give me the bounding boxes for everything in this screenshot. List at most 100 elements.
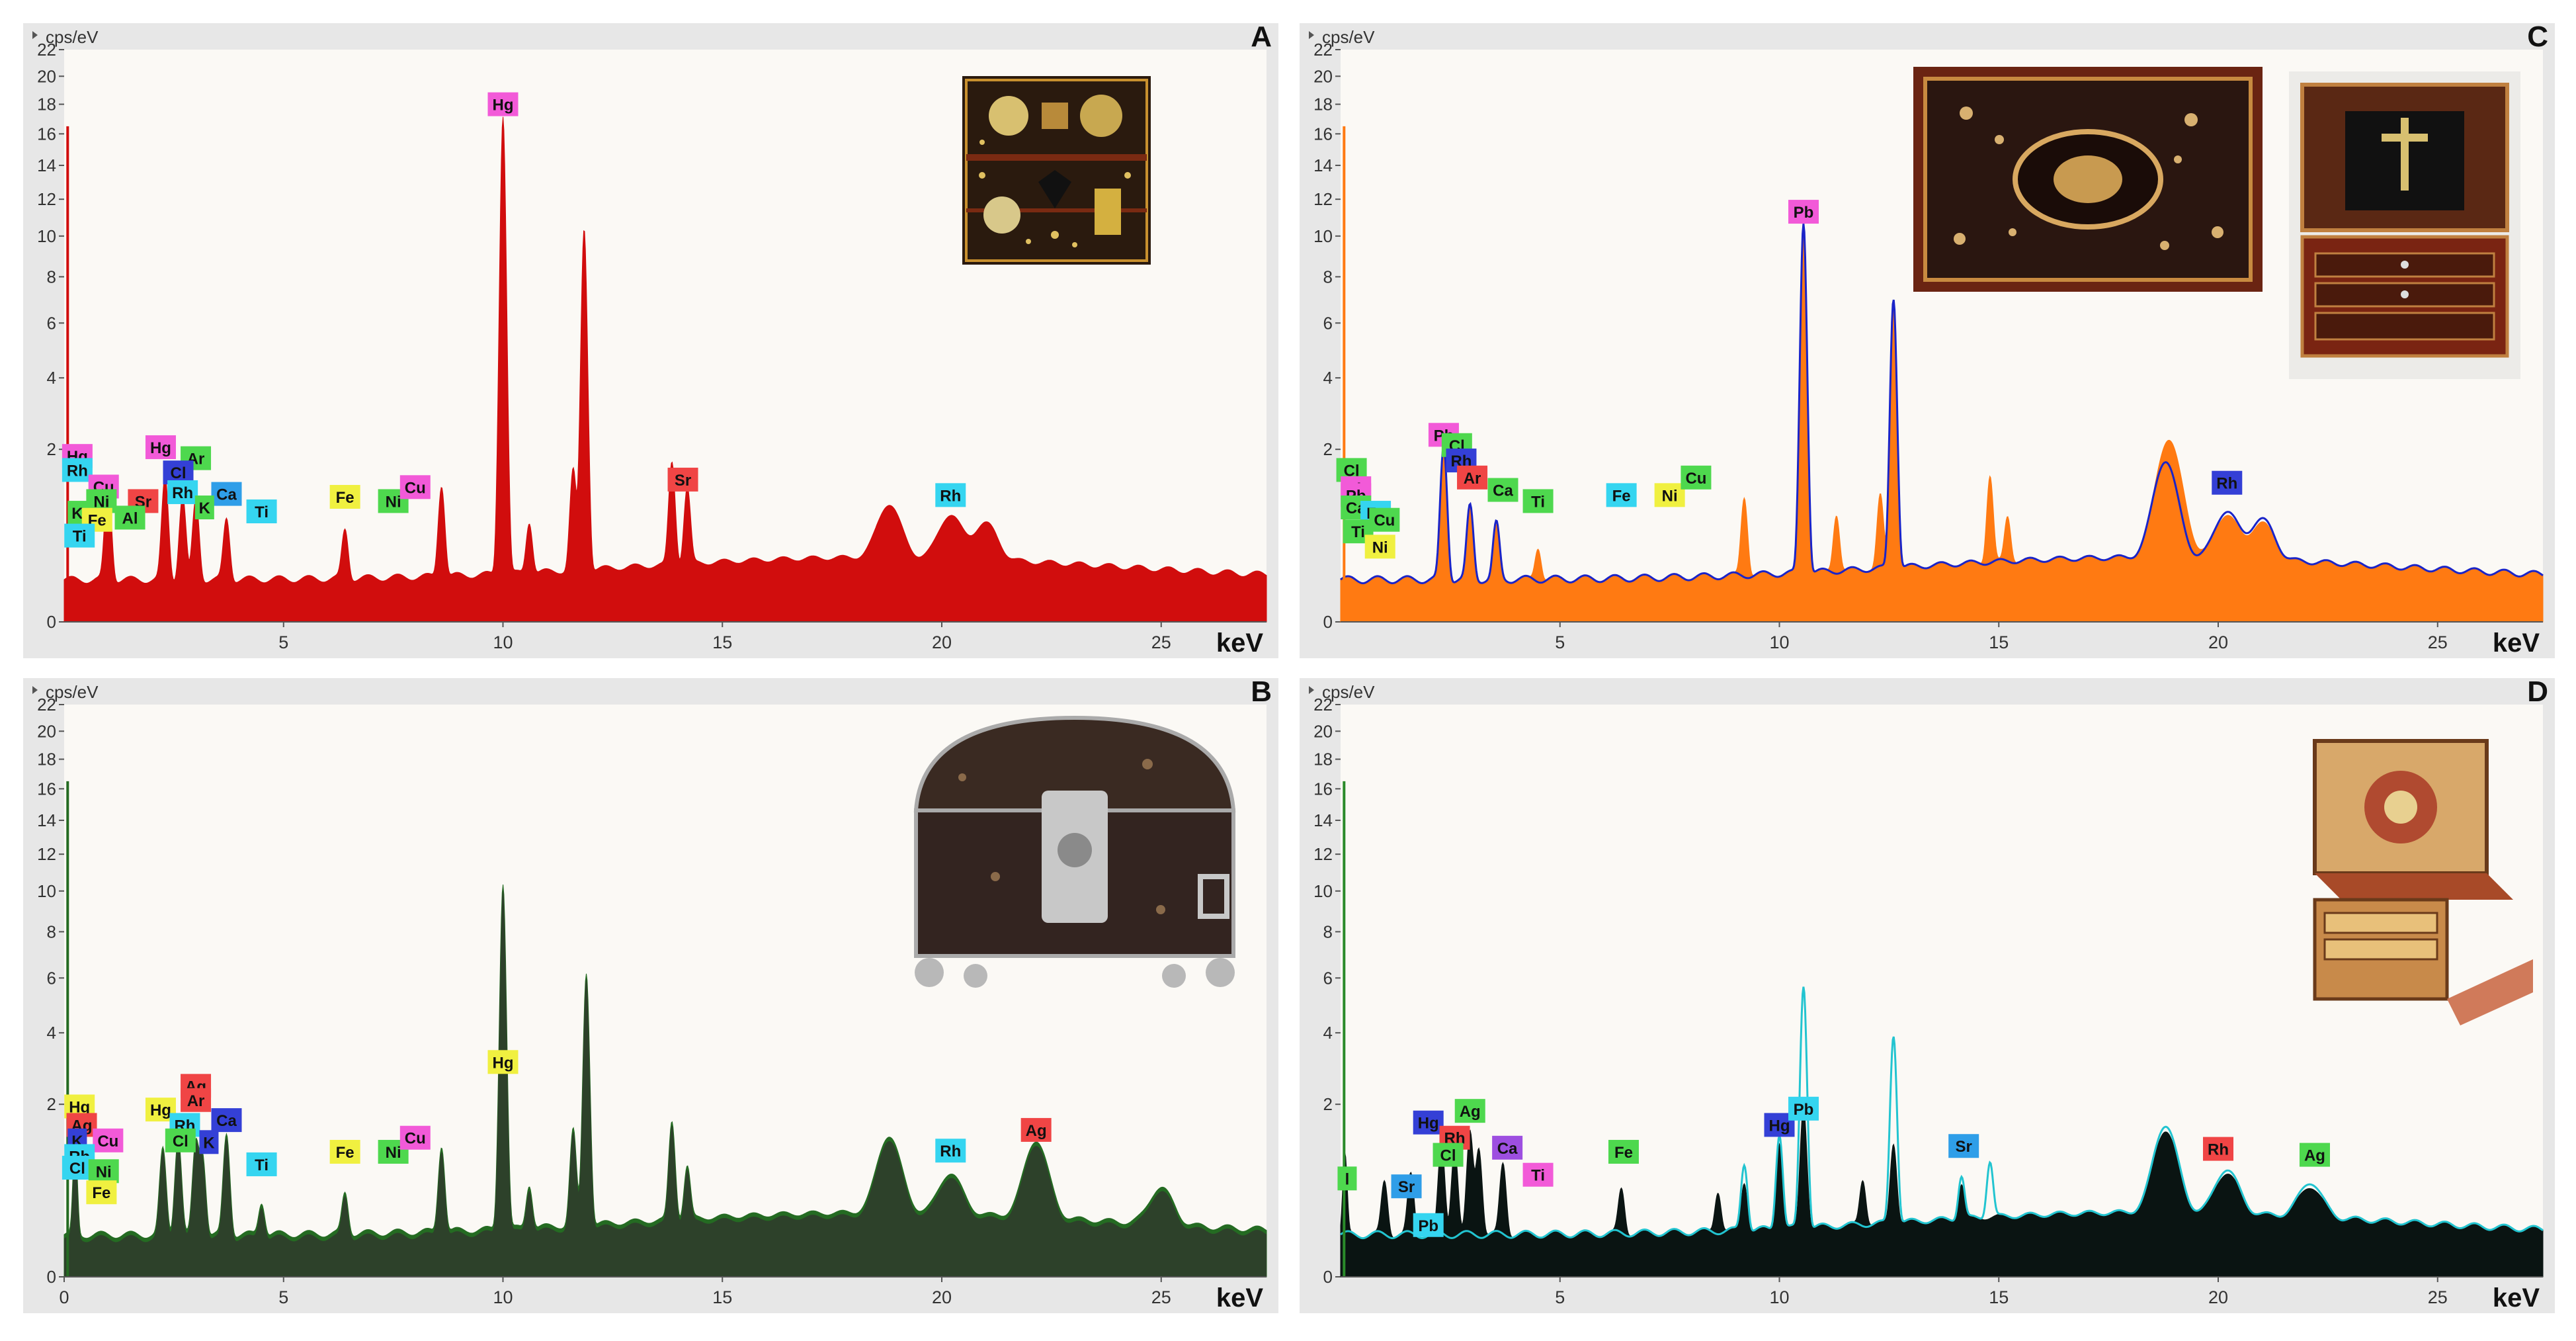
element-label-box [1454, 1099, 1485, 1123]
y-tick-label: 8 [1323, 267, 1333, 286]
element-label: Rh [172, 484, 193, 502]
x-tick-label: 0 [59, 1287, 69, 1307]
element-label: Rh [67, 462, 88, 480]
element-label-box [1413, 1213, 1444, 1237]
element-label: K [203, 1134, 215, 1152]
element-label: Pb [1794, 1101, 1814, 1119]
panel-b: cps/eV 0 2 4 6 8 10 12 14 16 18 20 22 0 5 10 15 20 25 keV Hg… [23, 675, 1278, 1313]
y-tick-label: 20 [37, 66, 56, 86]
element-label-box [667, 467, 698, 492]
element-label: Rh [940, 1143, 961, 1160]
element-label: Ni [1372, 539, 1388, 556]
x-tick-label: 20 [932, 632, 952, 652]
element-label-box [1369, 507, 1400, 532]
x-tick-label: 10 [1769, 632, 1789, 652]
element-label-box [114, 505, 145, 530]
element-label: Fe [336, 489, 354, 507]
element-label-box [1020, 1117, 1052, 1142]
element-label: Ca [1497, 1140, 1518, 1158]
panel-letter-d: D [2527, 675, 2548, 708]
x-tick-label: 15 [1989, 1287, 2009, 1307]
y-tick-label: 12 [37, 844, 56, 864]
element-label-box [2203, 1137, 2234, 1161]
x-tick-label: 15 [1989, 632, 2009, 652]
y-tick-label: 22 [37, 40, 56, 60]
element-label: Ni [96, 1163, 112, 1181]
element-label: Hg [493, 97, 514, 114]
element-label-box [194, 496, 214, 519]
y-tick-label: 2 [47, 439, 56, 459]
y-tick-label: 22 [37, 695, 56, 714]
y-tick-label: 8 [1323, 922, 1333, 941]
element-label-box [62, 458, 93, 482]
element-label: Ca [1493, 482, 1513, 500]
element-label-box [487, 1050, 519, 1074]
element-label-box [2299, 1143, 2330, 1167]
element-label-box [399, 475, 431, 499]
element-label: Ni [386, 1144, 401, 1162]
element-label: Ti [1351, 523, 1365, 541]
element-label-box [1391, 1174, 1422, 1199]
y-tick-label: 18 [37, 95, 56, 114]
y-tick-label: 14 [1313, 810, 1333, 830]
x-tick-label: 25 [2428, 632, 2448, 652]
y-tick-label: 12 [37, 189, 56, 209]
element-label: Ag [1026, 1122, 1047, 1140]
element-label-box [935, 483, 966, 507]
y-tick-label: 20 [1313, 721, 1333, 741]
x-tick-label: 10 [493, 1287, 513, 1307]
expand-arrow-icon [1309, 686, 1314, 694]
element-label-box [93, 1128, 124, 1152]
spectrum-dark-fill [64, 888, 1267, 1277]
element-label: Cl [173, 1133, 188, 1150]
panel-letter-a: A [1251, 21, 1272, 53]
x-tick-label: 5 [278, 632, 288, 652]
element-label: Ag [2304, 1147, 2325, 1165]
y-tick-label: 16 [1313, 124, 1333, 144]
y-tick-label: 4 [1323, 1023, 1333, 1043]
element-label: Ag [1460, 1103, 1481, 1121]
element-label-box [167, 480, 198, 504]
x-tick-label: 5 [1555, 632, 1565, 652]
y-tick-label: 6 [47, 313, 56, 333]
x-tick-label: 10 [1769, 1287, 1789, 1307]
element-label: Ni [386, 493, 401, 511]
element-label: Fe [336, 1144, 354, 1162]
y-tick-label: 22 [1313, 40, 1333, 60]
element-label-box [181, 1088, 212, 1112]
element-label: Ti [73, 528, 87, 546]
element-label: Cu [405, 479, 426, 497]
element-label-box [211, 1108, 242, 1133]
element-label: Rh [940, 487, 961, 505]
element-label: Pb [1794, 204, 1814, 222]
y-tick-label: 0 [47, 1267, 56, 1287]
y-tick-label: 10 [37, 226, 56, 246]
element-label-box [86, 1180, 117, 1205]
element-label-box [329, 485, 360, 509]
element-label: Al [122, 509, 138, 527]
element-label-box [211, 482, 242, 506]
element-label-box [1522, 489, 1554, 513]
y-tick-label: 12 [1313, 844, 1333, 864]
element-label: Cu [97, 1133, 118, 1150]
y-tick-label: 0 [47, 612, 56, 632]
y-tick-label: 18 [37, 750, 56, 769]
element-label: Rh [2208, 1141, 2229, 1159]
panel-d: cps/eV 0 2 4 6 8 10 12 14 16 18 20 22 5 10 15 20 25 keV Hg A… [1300, 675, 2555, 1313]
element-label-box [246, 1152, 277, 1176]
y-tick-label: 18 [1313, 750, 1333, 769]
y-tick-label: 14 [37, 155, 56, 175]
element-label: Hg [150, 1102, 171, 1119]
x-tick-label: 15 [712, 1287, 732, 1307]
y-tick-label: 20 [37, 721, 56, 741]
element-label-box [165, 1128, 196, 1152]
y-tick-label: 0 [1323, 1267, 1333, 1287]
y-tick-label: 16 [37, 124, 56, 144]
element-label: Ti [255, 503, 269, 521]
element-label-box [935, 1139, 966, 1163]
y-tick-label: 14 [37, 810, 56, 830]
element-label-box [1788, 1096, 1819, 1121]
element-label: Ar [187, 1092, 205, 1110]
element-label-box [1608, 1140, 1639, 1164]
element-label: Cu [405, 1130, 426, 1148]
